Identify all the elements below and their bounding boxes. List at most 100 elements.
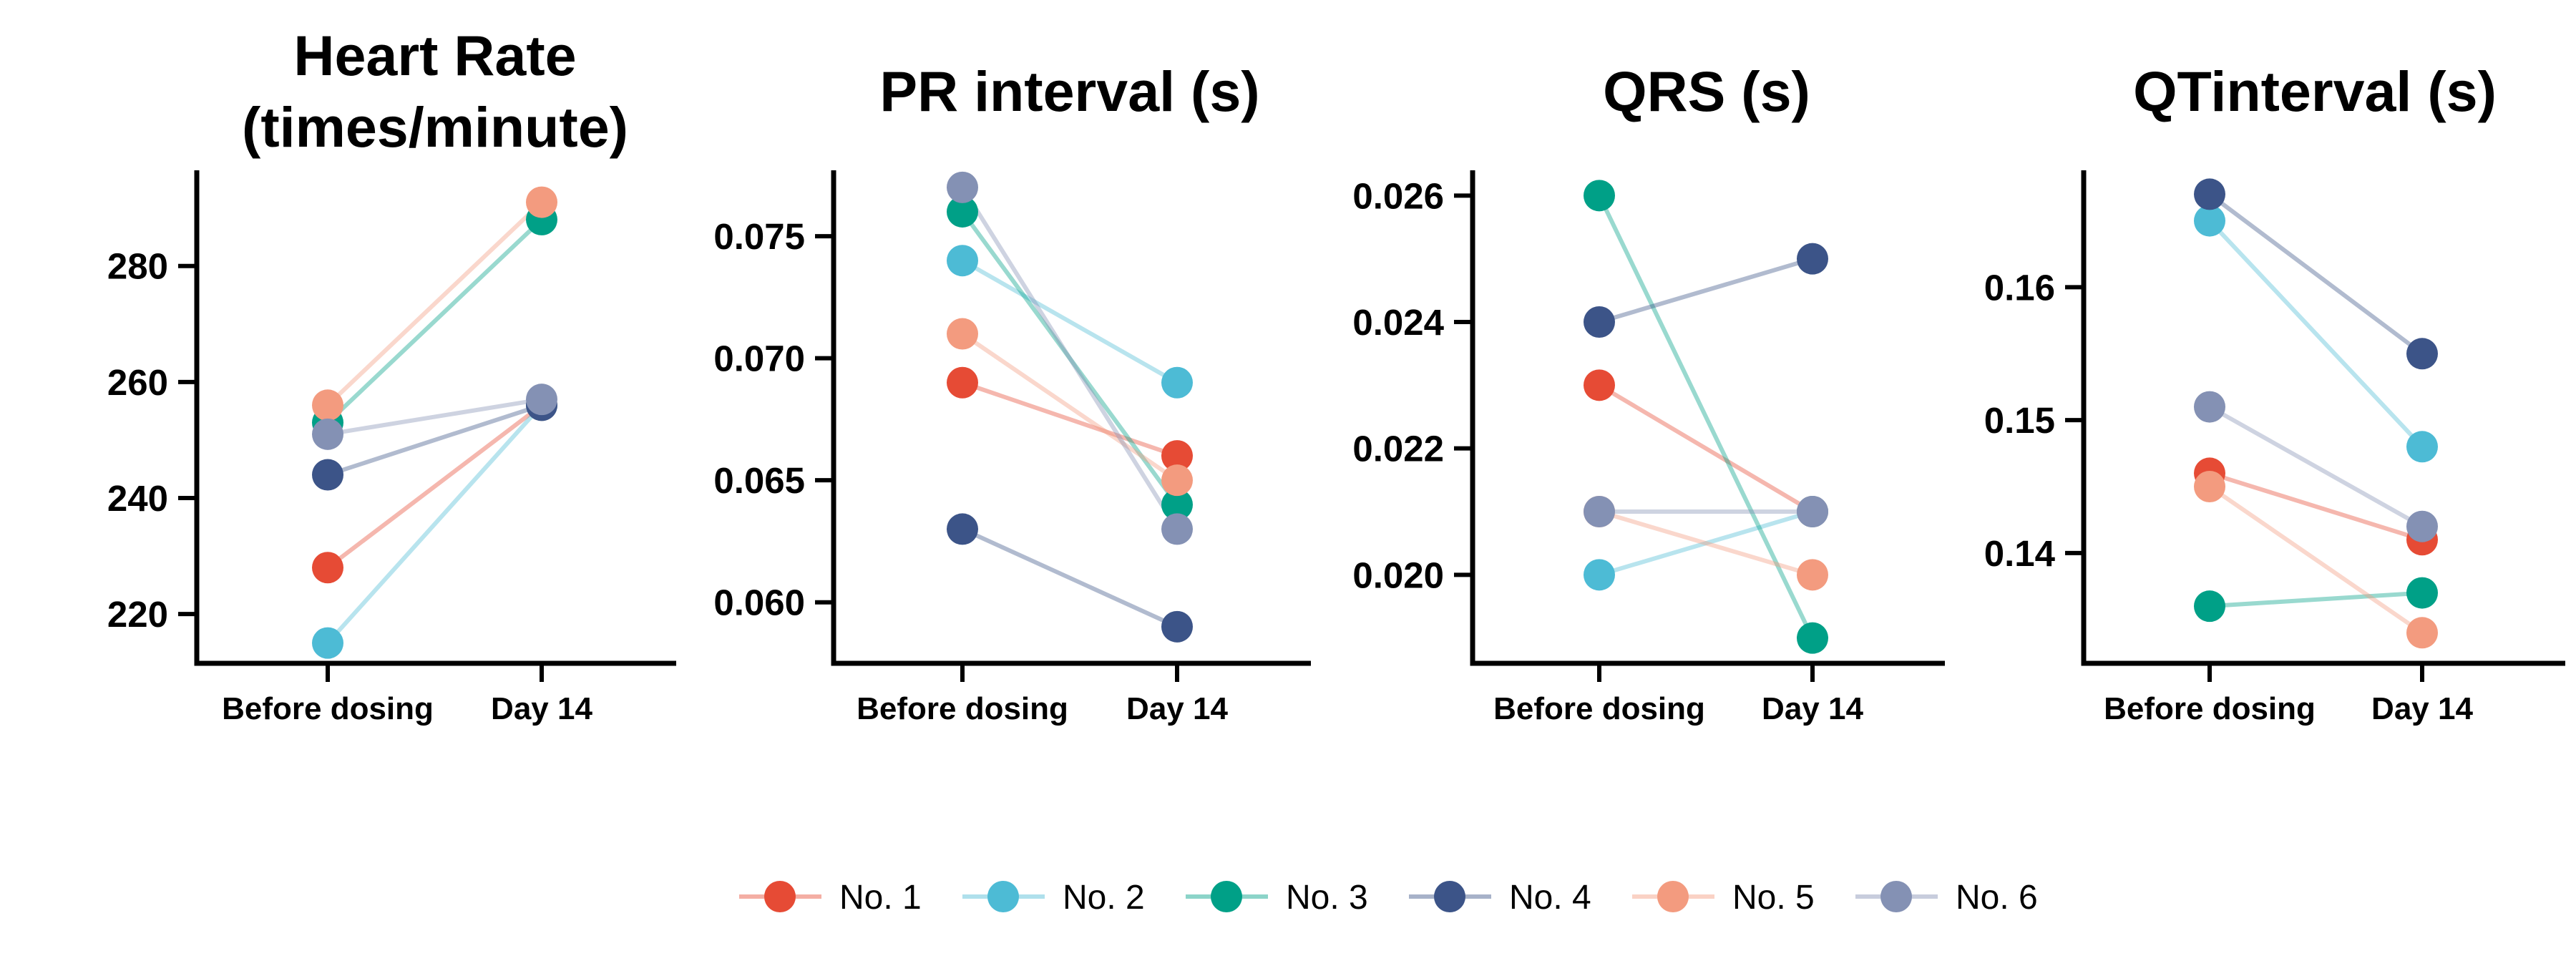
- y-tick-label: 240: [107, 478, 168, 519]
- y-tick-label: 0.070: [713, 338, 805, 379]
- y-tick-label: 260: [107, 362, 168, 403]
- panel-title: PR interval (s): [879, 59, 1259, 123]
- series-line: [326, 403, 544, 570]
- x-tick-label: Day 14: [2371, 691, 2473, 726]
- panel-title: QTinterval (s): [2133, 59, 2497, 123]
- x-tick-label: Before dosing: [1493, 691, 1705, 726]
- series-line: [960, 185, 1179, 532]
- legend-item: No. 3: [1186, 879, 1368, 917]
- series-line: [1597, 383, 1815, 514]
- legend-marker: [764, 881, 796, 912]
- data-point: [526, 186, 557, 218]
- data-point: [1161, 489, 1193, 521]
- series-line: [2207, 192, 2424, 356]
- series-line: [2207, 404, 2424, 529]
- data-point: [947, 245, 978, 277]
- y-tick-label: 0.022: [1352, 429, 1444, 469]
- legend-label: No. 5: [1732, 879, 1815, 917]
- data-point: [2406, 431, 2438, 463]
- y-tick-label: 280: [107, 246, 168, 287]
- y-tick-label: 0.020: [1352, 555, 1444, 595]
- data-point: [2194, 205, 2225, 237]
- series-lines: [960, 185, 1179, 629]
- x-tick-label: Before dosing: [857, 691, 1068, 726]
- data-point: [2194, 471, 2225, 502]
- axis-frame: [831, 170, 1311, 666]
- data-point: [1161, 610, 1193, 643]
- panel-1: Heart Rate (times/minute) 220 240 260 280 Befo…: [107, 24, 676, 726]
- series-line: [2207, 590, 2424, 609]
- y-tick-label: 0.024: [1352, 302, 1444, 343]
- data-point: [312, 389, 343, 421]
- axis-frame: [194, 170, 676, 666]
- legend-label: No. 1: [839, 879, 922, 917]
- series-points: [1584, 180, 1828, 654]
- series-points: [2194, 178, 2438, 649]
- panel-title: QRS (s): [1603, 59, 1810, 123]
- series-line: [1597, 193, 1815, 640]
- legend-label: No. 4: [1509, 879, 1591, 917]
- data-point: [1584, 306, 1615, 338]
- x-tick-label: Before dosing: [222, 691, 434, 726]
- panel-2: PR interval (s) 0.060 0.065 0.070 0.075 Befor…: [713, 59, 1311, 726]
- legend-marker: [1657, 881, 1689, 912]
- series-lines: [2207, 192, 2424, 635]
- axis-frame: [1470, 170, 1945, 666]
- data-point: [2194, 590, 2225, 623]
- y-tick-label: 0.15: [1984, 400, 2055, 441]
- panel-4: QTinterval (s) 0.14 0.15 0.16 Before dosing D…: [1984, 59, 2565, 726]
- legend-item: No. 2: [962, 879, 1145, 917]
- y-tick-label: 220: [107, 594, 168, 635]
- data-point: [312, 459, 343, 491]
- y-tick-label: 0.026: [1352, 175, 1444, 216]
- data-point: [1584, 180, 1615, 212]
- legend-label: No. 2: [1063, 879, 1145, 917]
- legend-label: No. 3: [1286, 879, 1368, 917]
- data-point: [1584, 369, 1615, 401]
- panel-3: QRS (s) 0.020 0.022 0.024 0.026 Before dosing…: [1352, 59, 1945, 726]
- data-point: [947, 171, 978, 203]
- panel-title: (times/minute): [242, 95, 628, 159]
- series-line: [326, 403, 544, 477]
- series-line: [960, 331, 1179, 483]
- series-line: [1597, 509, 1815, 577]
- x-tick-label: Day 14: [1126, 691, 1228, 726]
- data-point: [1584, 559, 1615, 591]
- data-point: [312, 552, 343, 584]
- legend-item: No. 6: [1855, 879, 2038, 917]
- y-tick-label: 0.065: [713, 460, 805, 501]
- data-point: [1161, 366, 1193, 399]
- data-point: [312, 627, 343, 659]
- y-tick-label: 0.060: [713, 582, 805, 623]
- y-tick-label: 0.14: [1984, 533, 2056, 574]
- axis-frame: [2081, 170, 2565, 666]
- x-tick-label: Day 14: [1762, 691, 1863, 726]
- series-line: [960, 380, 1179, 459]
- series-lines: [326, 200, 544, 645]
- data-point: [2406, 510, 2438, 542]
- data-point: [1797, 559, 1828, 591]
- legend-item: No. 5: [1632, 879, 1815, 917]
- series-line: [326, 200, 544, 408]
- data-point: [526, 384, 557, 416]
- data-point: [2194, 178, 2225, 210]
- legend-item: No. 4: [1409, 879, 1591, 917]
- series-line: [960, 527, 1179, 629]
- legend-marker: [1211, 881, 1242, 912]
- series-line: [960, 258, 1179, 385]
- data-point: [1797, 622, 1828, 654]
- data-point: [947, 195, 978, 228]
- series-line: [2207, 471, 2424, 542]
- series-points: [312, 186, 557, 659]
- series-lines: [1597, 193, 1815, 640]
- series-line: [326, 217, 544, 425]
- data-point: [947, 318, 978, 350]
- data-point: [1797, 496, 1828, 527]
- series-line: [326, 403, 544, 645]
- data-point: [1161, 440, 1193, 472]
- legend-marker: [1880, 881, 1912, 912]
- series-line: [1597, 509, 1815, 577]
- legend: No. 1 No. 2 No. 3 No. 4 No. 5 No. 6: [739, 879, 2038, 917]
- data-point: [1161, 513, 1193, 545]
